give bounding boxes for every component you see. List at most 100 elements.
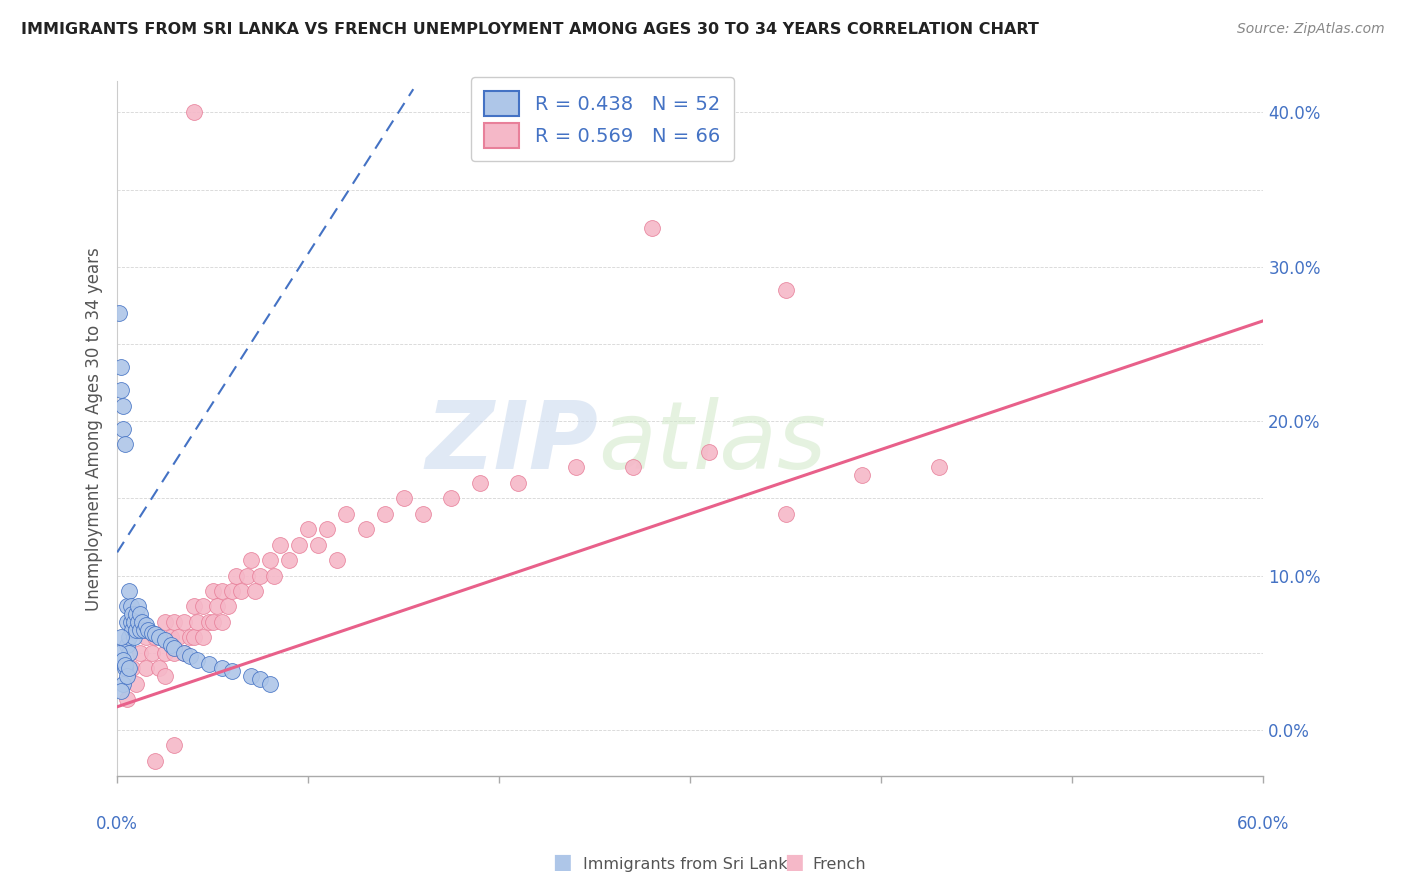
Point [699, 445, 721, 459]
Point [110, 684, 132, 698]
Point [198, 615, 221, 629]
Point [132, 623, 155, 637]
Point [129, 646, 152, 660]
Point [239, 669, 262, 683]
Point [641, 221, 664, 235]
Point [163, 739, 186, 753]
Text: ■: ■ [785, 853, 804, 872]
Point [125, 623, 148, 637]
Text: ZIP: ZIP [426, 397, 599, 489]
Point [111, 676, 134, 690]
Point [287, 538, 309, 552]
Point [131, 615, 153, 629]
Point [159, 630, 181, 644]
Point [118, 584, 141, 599]
Point [167, 630, 190, 644]
Point [191, 599, 214, 614]
Point [259, 676, 281, 690]
Point [183, 599, 205, 614]
Point [775, 283, 797, 297]
Point [269, 538, 291, 552]
Point [153, 669, 176, 683]
Point [186, 615, 208, 629]
Point [111, 422, 134, 436]
Point [120, 599, 142, 614]
Point [118, 661, 141, 675]
Point [108, 646, 131, 660]
Text: 60.0%: 60.0% [1237, 814, 1289, 833]
Point [928, 460, 950, 475]
Point [297, 522, 319, 536]
Point [124, 630, 146, 644]
Point [508, 475, 530, 490]
Point [374, 507, 396, 521]
Point [186, 653, 208, 667]
Text: Immigrants from Sri Lanka: Immigrants from Sri Lanka [583, 857, 797, 872]
Point [129, 623, 152, 637]
Point [183, 105, 205, 120]
Point [163, 615, 186, 629]
Point [127, 599, 149, 614]
Point [136, 623, 159, 637]
Point [111, 653, 134, 667]
Point [259, 553, 281, 567]
Point [115, 692, 138, 706]
Point [198, 657, 221, 671]
Point [110, 360, 132, 375]
Point [129, 607, 152, 621]
Point [326, 553, 349, 567]
Point [114, 658, 136, 673]
Point [148, 661, 170, 675]
Point [121, 607, 143, 621]
Point [135, 661, 157, 675]
Text: atlas: atlas [599, 397, 827, 488]
Point [278, 553, 301, 567]
Point [621, 460, 644, 475]
Point [249, 672, 271, 686]
Point [115, 615, 138, 629]
Y-axis label: Unemployment Among Ages 30 to 34 years: Unemployment Among Ages 30 to 34 years [86, 247, 103, 611]
Point [249, 568, 271, 582]
Point [179, 648, 201, 663]
Point [141, 625, 163, 640]
Point [221, 665, 243, 679]
Point [173, 615, 195, 629]
Point [354, 522, 377, 536]
Point [115, 599, 138, 614]
Point [239, 553, 262, 567]
Text: French: French [813, 857, 866, 872]
Text: 0.0%: 0.0% [96, 814, 138, 833]
Point [125, 607, 148, 621]
Point [316, 522, 339, 536]
Point [179, 630, 201, 644]
Point [205, 599, 228, 614]
Point [201, 584, 224, 599]
Point [153, 646, 176, 660]
Point [236, 568, 259, 582]
Point [127, 615, 149, 629]
Point [135, 630, 157, 644]
Point [135, 618, 157, 632]
Point [307, 538, 329, 552]
Point [110, 383, 132, 397]
Point [412, 507, 434, 521]
Point [115, 638, 138, 652]
Point [211, 615, 233, 629]
Point [159, 638, 181, 652]
Point [121, 661, 143, 675]
Point [163, 641, 186, 656]
Point [211, 584, 233, 599]
Point [125, 676, 148, 690]
Point [775, 507, 797, 521]
Text: Source: ZipAtlas.com: Source: ZipAtlas.com [1237, 22, 1385, 37]
Point [145, 627, 167, 641]
Point [183, 630, 205, 644]
Point [173, 646, 195, 660]
Text: IMMIGRANTS FROM SRI LANKA VS FRENCH UNEMPLOYMENT AMONG AGES 30 TO 34 YEARS CORRE: IMMIGRANTS FROM SRI LANKA VS FRENCH UNEM… [21, 22, 1039, 37]
Point [141, 646, 163, 660]
Point [114, 661, 136, 675]
Text: ■: ■ [553, 853, 572, 872]
Point [108, 306, 131, 320]
Point [121, 623, 143, 637]
Point [111, 399, 134, 413]
